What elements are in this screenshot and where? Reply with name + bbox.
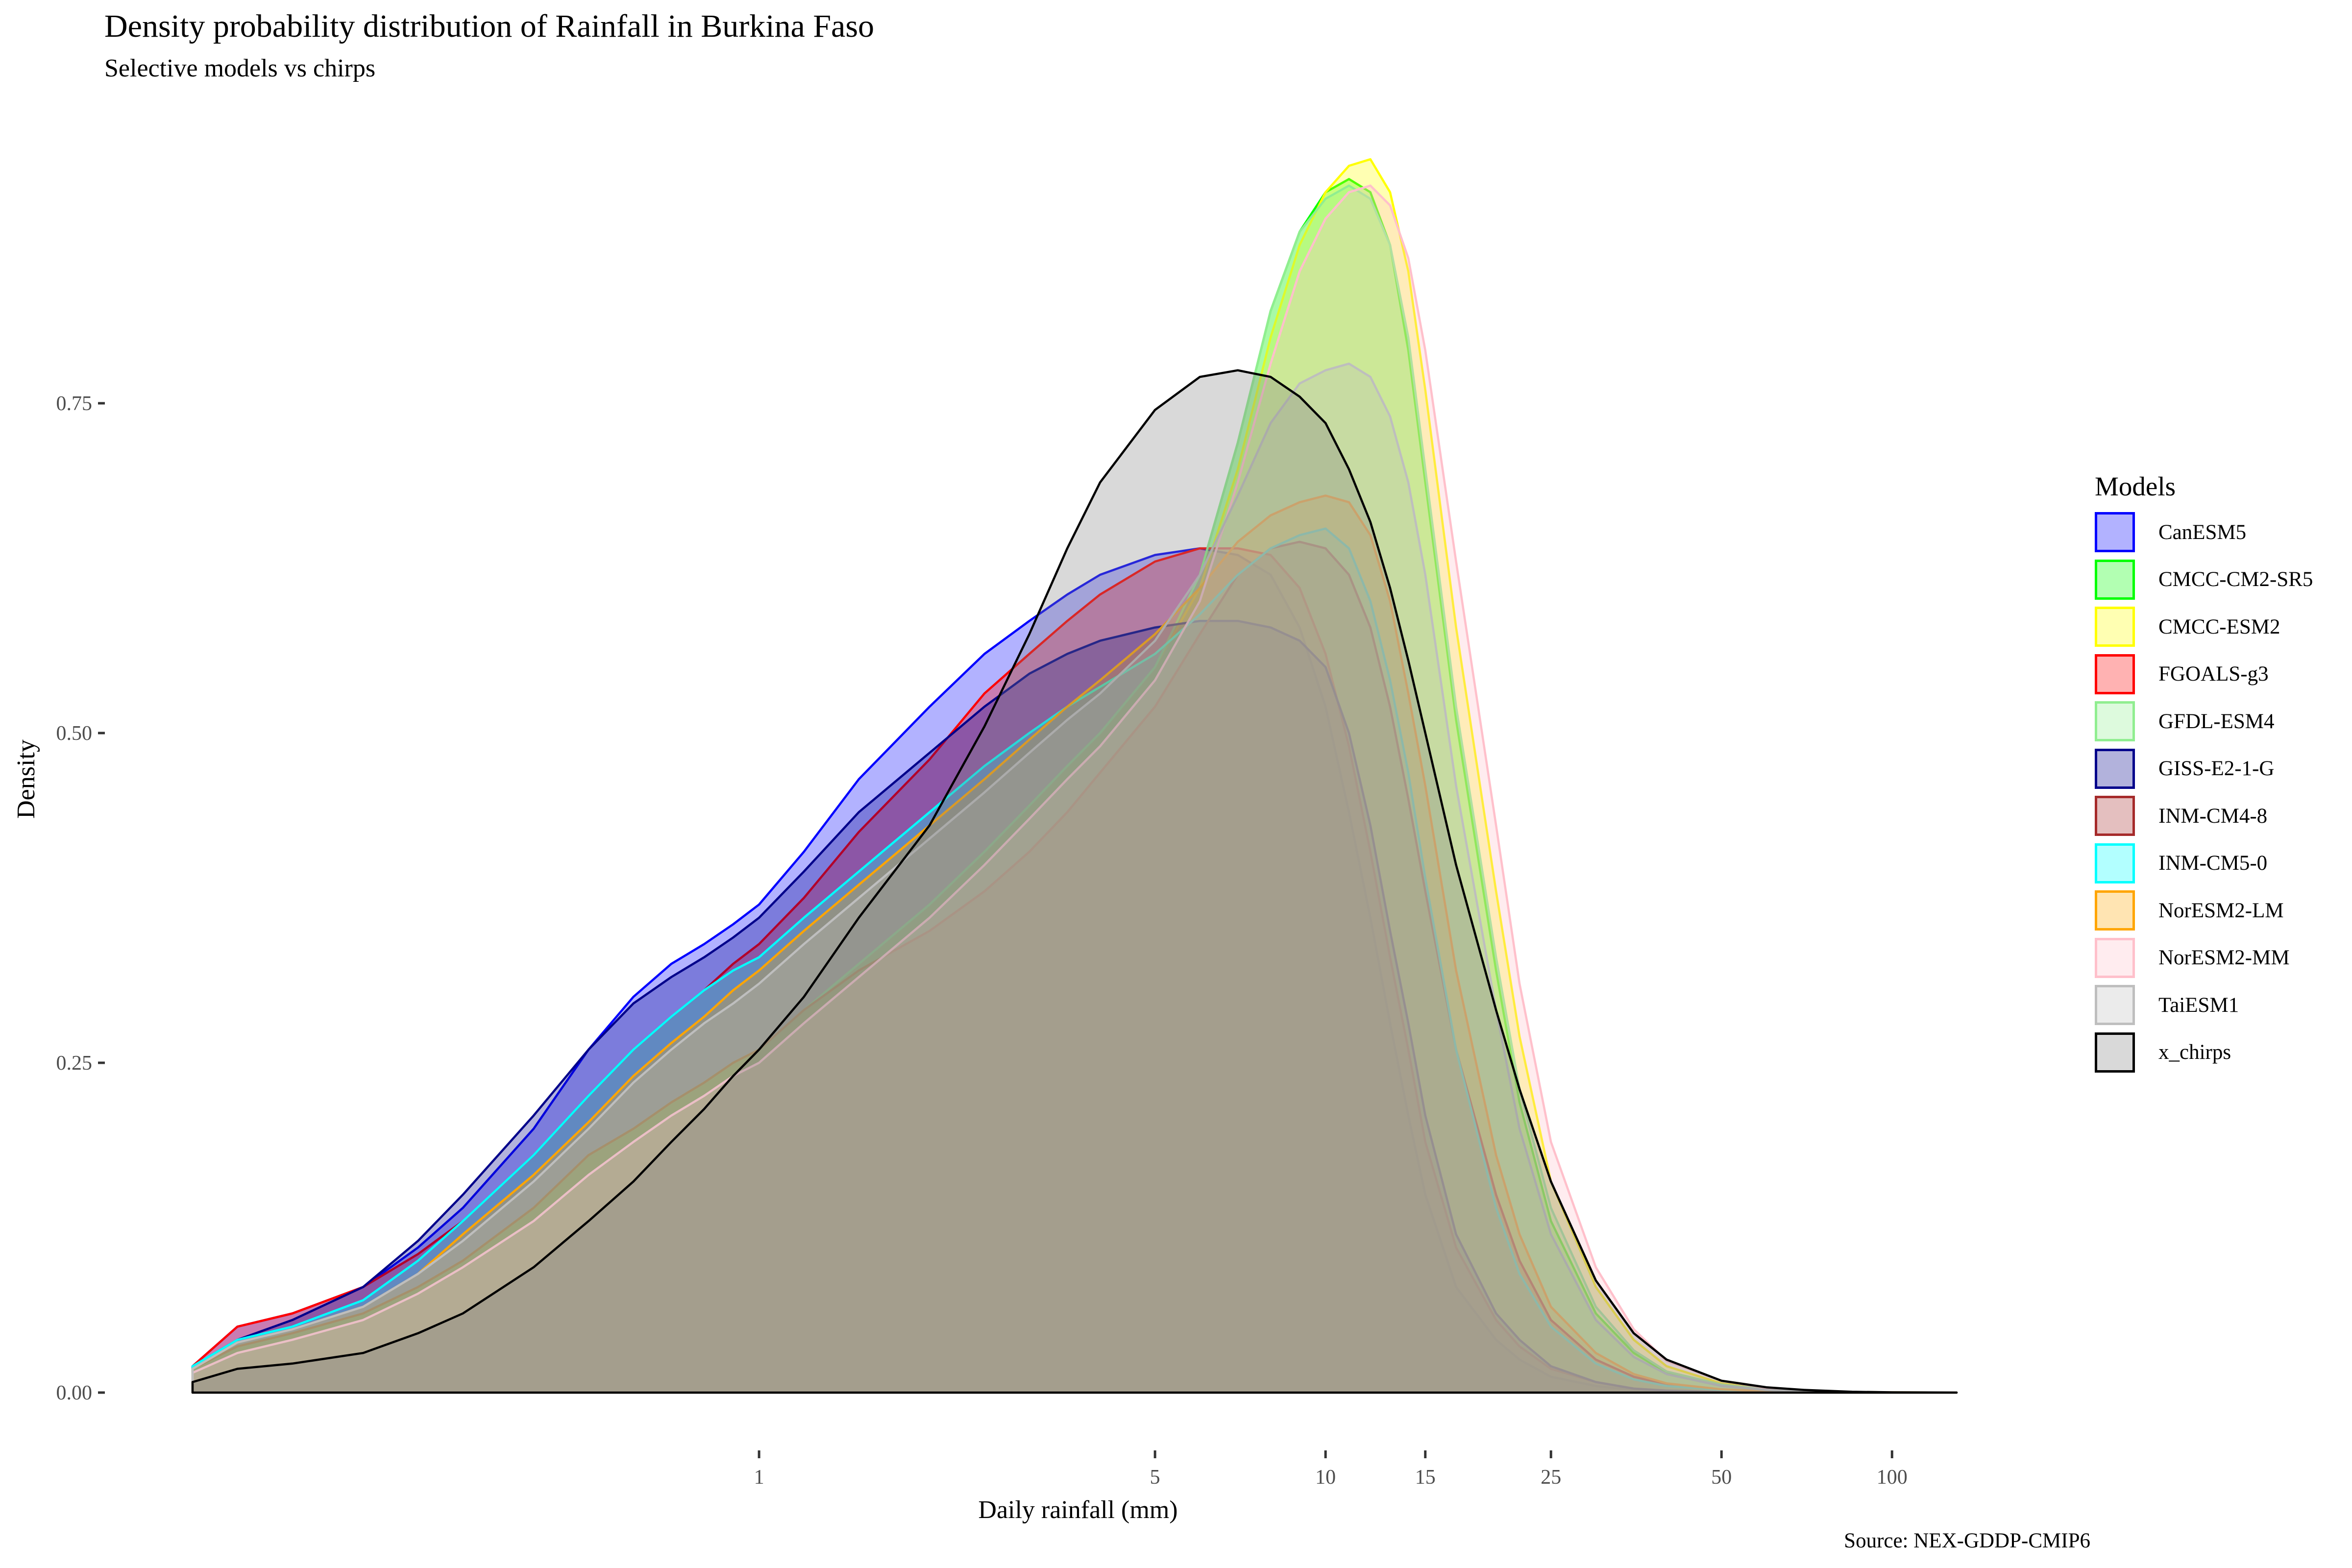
legend-key-10 <box>2095 985 2135 1026</box>
legend-key-8 <box>2095 890 2135 931</box>
y-tick-label-0: 0.00 <box>56 1382 93 1404</box>
density-area-7 <box>191 527 1958 1394</box>
legend-label-7: INM-CM5-0 <box>2158 852 2268 875</box>
legend-label-8: NorESM2-LM <box>2158 899 2284 922</box>
density-area-5 <box>191 619 1958 1394</box>
density-area-8 <box>191 494 1958 1394</box>
y-axis: 0.00 0.25 0.50 0.75 <box>56 392 105 1404</box>
legend-item-4: GFDL-ESM4 <box>2095 698 2313 745</box>
legend-item-1: CMCC-CM2-SR5 <box>2095 556 2313 604</box>
legend-item-7: INM-CM5-0 <box>2095 840 2313 887</box>
legend-label-2: CMCC-ESM2 <box>2158 615 2280 638</box>
legend-item-5: GISS-E2-1-G <box>2095 745 2313 793</box>
legend-label-6: INM-CM4-8 <box>2158 804 2268 828</box>
density-area-10 <box>191 362 1958 1394</box>
legend-label-4: GFDL-ESM4 <box>2158 710 2275 733</box>
legend-key-1 <box>2095 559 2135 600</box>
legend-key-7 <box>2095 843 2135 883</box>
legend-item-0: CanESM5 <box>2095 509 2313 556</box>
legend-label-10: TaiESM1 <box>2158 993 2239 1017</box>
chart-caption: Source: NEX-GDDP-CMIP6 <box>1844 1529 2090 1552</box>
x-tick-label-5: 50 <box>1711 1466 1732 1489</box>
legend-key-6 <box>2095 796 2135 836</box>
legend-item-2: CMCC-ESM2 <box>2095 603 2313 651</box>
legend-label-9: NorESM2-MM <box>2158 946 2290 970</box>
y-axis-title: Density <box>12 739 40 819</box>
x-tick-label-0: 1 <box>754 1466 764 1489</box>
chart-subtitle: Selective models vs chirps <box>104 54 376 82</box>
legend-item-3: FGOALS-g3 <box>2095 651 2313 698</box>
legend-key-11 <box>2095 1032 2135 1073</box>
legend-label-1: CMCC-CM2-SR5 <box>2158 568 2313 591</box>
x-tick-label-1: 5 <box>1150 1466 1160 1489</box>
chart-title: Density probability distribution of Rain… <box>104 8 875 44</box>
legend-items: CanESM5 CMCC-CM2-SR5 CMCC-ESM2 FGOALS-g3 GFD… <box>2095 509 2313 1076</box>
legend-title: Models <box>2095 471 2176 501</box>
legend-item-8: NorESM2-LM <box>2095 887 2313 934</box>
x-tick-label-2: 10 <box>1315 1466 1336 1489</box>
x-axis: 1 5 10 15 25 50 100 <box>754 1450 1908 1489</box>
legend-key-2 <box>2095 607 2135 647</box>
legend-key-4 <box>2095 701 2135 742</box>
legend-item-10: TaiESM1 <box>2095 981 2313 1029</box>
legend-item-6: INM-CM4-8 <box>2095 792 2313 840</box>
density-series-layer <box>191 158 1958 1394</box>
legend-label-3: FGOALS-g3 <box>2158 662 2269 686</box>
x-tick-label-3: 15 <box>1415 1466 1436 1489</box>
legend-key-0 <box>2095 512 2135 553</box>
x-tick-label-4: 25 <box>1541 1466 1561 1489</box>
legend: Models CanESM5 CMCC-CM2-SR5 CMCC-ESM2 FGOAL… <box>2095 469 2313 1076</box>
y-tick-label-2: 0.50 <box>56 722 93 745</box>
legend-key-3 <box>2095 654 2135 694</box>
y-tick-label-1: 0.25 <box>56 1052 93 1075</box>
legend-label-11: x_chirps <box>2158 1041 2231 1064</box>
y-tick-label-3: 0.75 <box>56 392 93 415</box>
legend-item-11: x_chirps <box>2095 1029 2313 1077</box>
density-area-11 <box>191 369 1958 1394</box>
legend-label-0: CanESM5 <box>2158 520 2247 544</box>
x-axis-title: Daily rainfall (mm) <box>978 1496 1177 1524</box>
legend-label-5: GISS-E2-1-G <box>2158 757 2275 781</box>
x-tick-label-6: 100 <box>1877 1466 1908 1489</box>
legend-item-9: NorESM2-MM <box>2095 934 2313 982</box>
legend-key-5 <box>2095 748 2135 789</box>
legend-key-9 <box>2095 937 2135 978</box>
